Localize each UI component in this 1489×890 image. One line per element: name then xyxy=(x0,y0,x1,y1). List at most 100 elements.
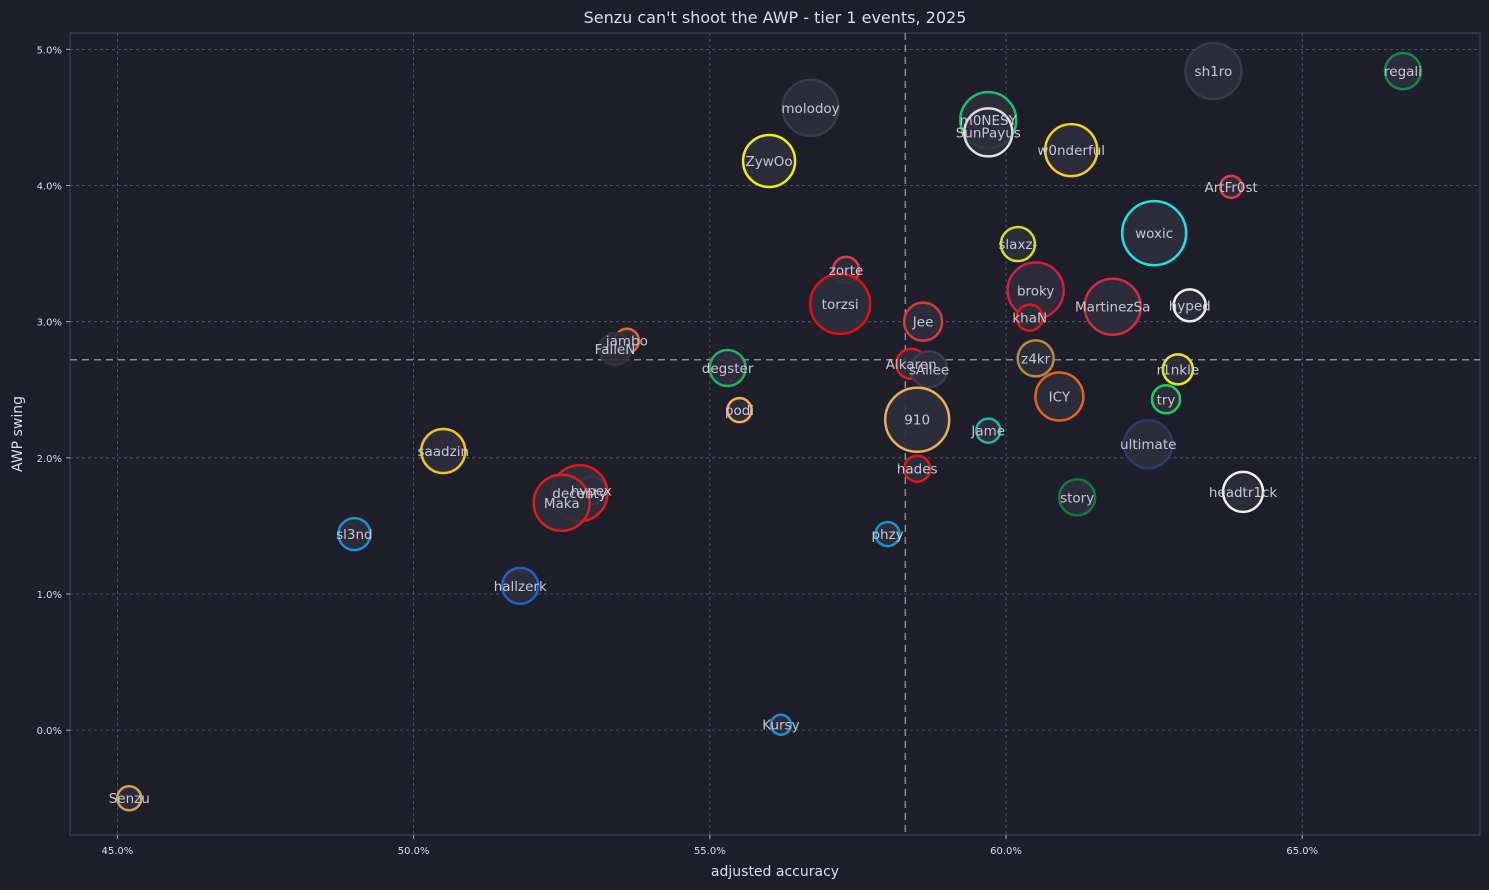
player-marker xyxy=(999,225,1037,263)
player-point xyxy=(115,784,143,812)
player-label: ArtFr0st xyxy=(1205,180,1258,196)
player-label: hyped xyxy=(1169,298,1211,314)
player-marker xyxy=(781,78,840,138)
player-label: sh1ro xyxy=(1195,64,1233,80)
player-label: headtr1ck xyxy=(1209,485,1278,501)
player-marker xyxy=(1015,303,1044,332)
player-label: slaxz- xyxy=(998,237,1037,253)
player-marker xyxy=(808,272,872,336)
player-marker xyxy=(975,417,1002,444)
player-point xyxy=(999,225,1037,263)
player-marker xyxy=(902,454,932,483)
y-tick-label: 3.0% xyxy=(37,318,62,329)
player-point xyxy=(1120,199,1188,267)
player-label: khaN xyxy=(1012,311,1047,327)
player-marker xyxy=(501,566,540,606)
player-marker xyxy=(1057,478,1097,517)
player-marker xyxy=(726,396,753,424)
x-axis-label: adjusted accuracy xyxy=(711,864,839,880)
player-point xyxy=(883,386,951,453)
player-label: w0nderful xyxy=(1037,143,1105,159)
x-tick-label: 60.0% xyxy=(990,846,1022,857)
player-point xyxy=(1015,303,1044,332)
player-marker xyxy=(708,348,747,388)
player-marker xyxy=(1383,51,1423,91)
player-label: SunPayus xyxy=(956,125,1021,141)
player-label: Alkaren xyxy=(886,357,937,373)
player-marker xyxy=(1161,353,1195,386)
player-point xyxy=(781,78,840,138)
player-marker xyxy=(883,386,951,453)
player-label: 910 xyxy=(904,413,930,429)
player-label: Jee xyxy=(912,315,934,331)
player-label: FalleN xyxy=(595,342,636,358)
player-point xyxy=(419,427,467,475)
player-marker xyxy=(874,520,901,548)
player-label: Jame xyxy=(970,424,1005,440)
player-point xyxy=(741,133,797,189)
player-point xyxy=(1043,122,1099,178)
player-label: Senzu xyxy=(109,791,150,807)
player-label: regali xyxy=(1384,64,1422,80)
x-tick-label: 45.0% xyxy=(102,846,134,857)
chart-title: Senzu can't shoot the AWP - tier 1 event… xyxy=(584,8,967,27)
y-tick-label: 5.0% xyxy=(37,45,62,56)
player-marker xyxy=(963,107,1014,158)
player-label: ZywOo xyxy=(745,154,792,170)
player-marker xyxy=(1043,122,1099,178)
player-marker xyxy=(1083,277,1142,336)
player-point xyxy=(1218,174,1244,200)
player-label: broky xyxy=(1017,283,1054,299)
player-label: ICY xyxy=(1049,390,1071,406)
player-label: torzsi xyxy=(822,297,859,313)
player-label: m0NESY xyxy=(960,113,1018,129)
player-point xyxy=(808,272,872,336)
player-label: Maka xyxy=(544,496,580,512)
player-marker xyxy=(532,473,591,533)
player-label: jambo xyxy=(605,334,648,350)
player-label: decenty xyxy=(552,486,606,502)
player-label: MartinezSa xyxy=(1075,300,1150,316)
player-marker xyxy=(597,331,633,367)
player-marker xyxy=(1184,41,1243,101)
player-label: woxic xyxy=(1135,226,1173,242)
player-point xyxy=(1221,470,1265,514)
player-label: z4kr xyxy=(1021,351,1050,367)
player-marker xyxy=(1016,339,1055,378)
player-point xyxy=(909,350,949,389)
player-marker xyxy=(419,427,467,475)
x-tick-label: 55.0% xyxy=(694,846,726,857)
player-point xyxy=(501,566,540,606)
player-label: r1nkle xyxy=(1157,362,1200,378)
player-label: zorte xyxy=(829,263,864,279)
player-point xyxy=(1383,51,1423,91)
x-tick-label: 65.0% xyxy=(1286,846,1318,857)
y-axis-label: AWP swing xyxy=(10,396,26,472)
player-label: hades xyxy=(897,462,938,478)
player-point xyxy=(708,348,747,388)
player-label: degster xyxy=(702,361,754,377)
player-point xyxy=(1184,41,1243,101)
player-marker xyxy=(1218,174,1244,200)
player-point xyxy=(975,417,1002,444)
player-point xyxy=(1034,371,1085,422)
player-marker xyxy=(115,784,143,812)
player-point xyxy=(1057,478,1097,517)
y-tick-label: 0.0% xyxy=(37,726,62,737)
player-label: sAllee xyxy=(909,362,949,378)
y-tick-label: 2.0% xyxy=(37,454,62,465)
player-point xyxy=(1083,277,1142,336)
player-label: try xyxy=(1157,392,1176,408)
player-marker xyxy=(741,133,797,189)
player-marker xyxy=(902,301,944,342)
player-point xyxy=(902,454,932,483)
player-label: podi xyxy=(725,403,754,419)
player-marker xyxy=(337,516,372,552)
player-point xyxy=(1161,353,1195,386)
y-tick-label: 1.0% xyxy=(37,590,62,601)
player-label: ultimate xyxy=(1120,437,1176,453)
player-label: molodoy xyxy=(781,101,839,117)
player-point xyxy=(1172,288,1207,323)
